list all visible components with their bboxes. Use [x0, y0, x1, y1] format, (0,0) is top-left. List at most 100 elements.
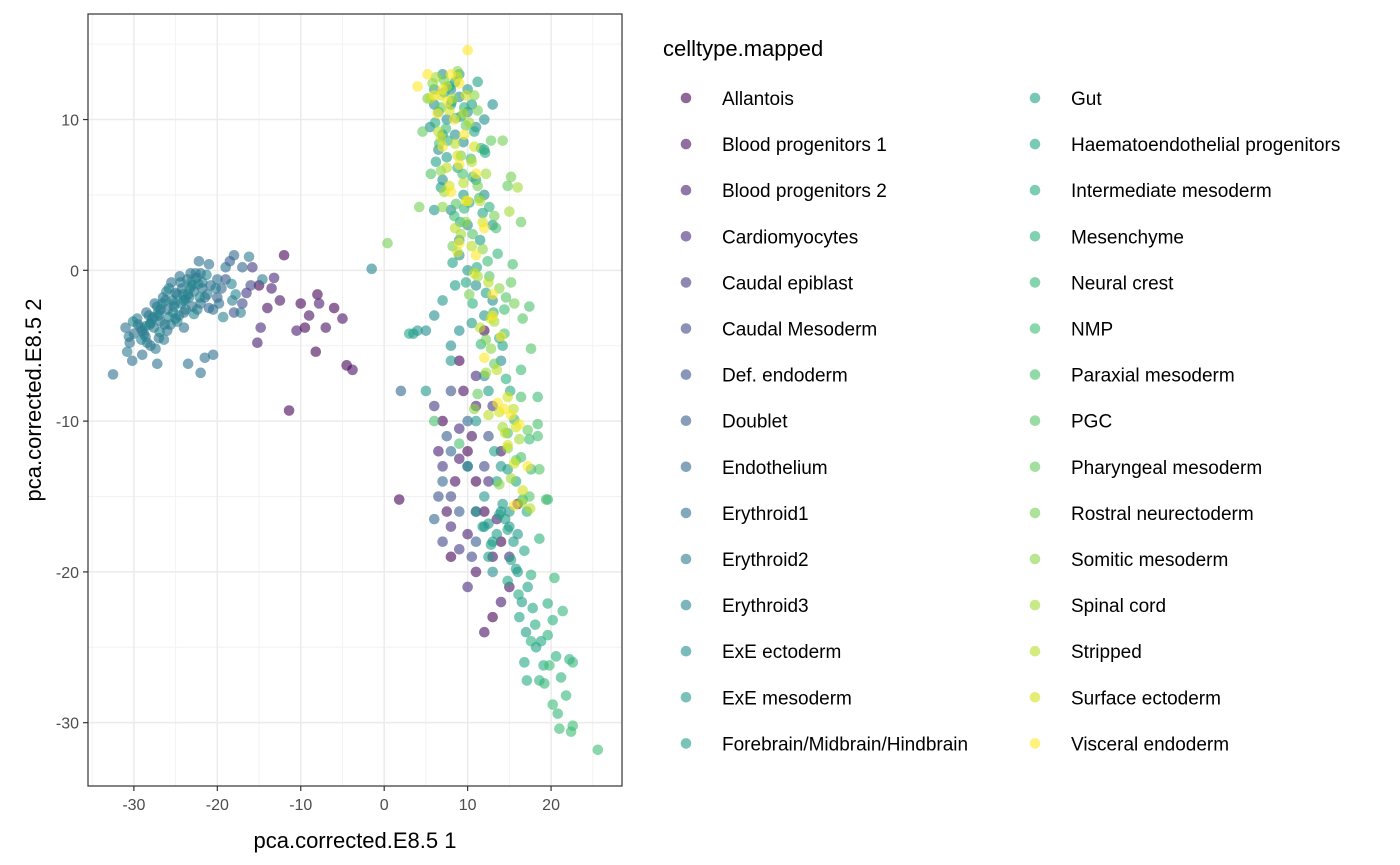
- data-point: [494, 509, 505, 520]
- data-point: [565, 726, 577, 738]
- legend-key: [680, 599, 692, 611]
- data-point: [171, 316, 183, 327]
- legend-item: Blood progenitors 2: [680, 181, 887, 202]
- data-point: [437, 415, 448, 427]
- legend-key: [1029, 645, 1041, 657]
- data-point: [554, 723, 565, 735]
- y-tick-label: -10: [56, 414, 79, 431]
- data-point: [213, 298, 225, 309]
- data-point: [521, 675, 533, 686]
- data-point: [452, 246, 463, 258]
- data-point: [235, 307, 246, 318]
- data-point: [487, 99, 498, 110]
- data-point: [485, 539, 497, 551]
- data-point: [274, 295, 286, 306]
- legend-label: Neural crest: [1071, 273, 1174, 294]
- data-point: [544, 660, 555, 671]
- data-point: [505, 171, 517, 183]
- data-point: [247, 262, 258, 273]
- data-point: [203, 258, 215, 270]
- data-point: [472, 105, 483, 116]
- x-tick-label: 0: [380, 797, 389, 814]
- data-point: [453, 237, 465, 249]
- legend-label: Cardiomyocytes: [722, 227, 858, 248]
- data-point: [445, 355, 457, 367]
- data-point: [201, 269, 212, 281]
- data-point: [161, 286, 172, 297]
- legend-item: Stripped: [1029, 642, 1142, 663]
- data-point: [539, 678, 550, 689]
- legend-key: [1029, 599, 1041, 611]
- legend-key: [680, 184, 692, 196]
- legend-title: celltype.mapped: [663, 36, 823, 61]
- data-point: [452, 150, 463, 162]
- data-point: [460, 216, 472, 228]
- legend-label: ExE ectoderm: [722, 642, 841, 663]
- data-point: [428, 204, 440, 216]
- legend-item: Spinal cord: [1029, 596, 1166, 617]
- data-point: [437, 461, 448, 472]
- data-point: [136, 349, 148, 361]
- legend-label: Intermediate mesoderm: [1071, 181, 1272, 202]
- data-point: [527, 602, 539, 614]
- data-point: [567, 657, 579, 668]
- data-point: [499, 403, 510, 415]
- data-point: [268, 272, 280, 284]
- legend-key: [1029, 369, 1041, 380]
- data-point: [237, 298, 248, 309]
- legend-label: Spinal cord: [1071, 596, 1166, 617]
- data-point: [237, 262, 248, 273]
- x-tick-label: -20: [206, 797, 229, 814]
- legend-item: Gut: [1029, 89, 1102, 110]
- data-point: [550, 651, 562, 662]
- data-point: [495, 596, 507, 608]
- data-point: [474, 195, 486, 207]
- data-point: [151, 358, 163, 370]
- plot-background: [88, 14, 622, 786]
- data-point: [163, 311, 175, 323]
- data-point: [450, 198, 462, 210]
- data-point: [467, 298, 478, 309]
- data-point: [490, 222, 502, 234]
- data-point: [437, 536, 448, 548]
- data-point: [437, 201, 448, 213]
- legend-key: [1029, 92, 1041, 104]
- data-point: [483, 277, 494, 288]
- legend-key: [1029, 507, 1041, 519]
- y-tick-label: -30: [56, 716, 79, 733]
- legend-label: Gut: [1071, 89, 1102, 110]
- data-point: [534, 464, 545, 475]
- data-point: [428, 513, 440, 525]
- data-point: [448, 114, 460, 125]
- data-point: [487, 611, 498, 623]
- data-point: [469, 90, 480, 101]
- legend-label: Caudal Mesoderm: [722, 320, 877, 341]
- legend-item: Pharyngeal mesoderm: [1029, 458, 1262, 479]
- data-point: [445, 491, 457, 502]
- data-point: [502, 439, 513, 451]
- data-point: [136, 334, 147, 345]
- data-point: [519, 545, 530, 557]
- data-point: [505, 473, 517, 484]
- data-point: [470, 168, 482, 180]
- legend-item: Somitic mesoderm: [1029, 550, 1228, 571]
- data-point: [467, 228, 478, 240]
- data-point: [462, 44, 473, 56]
- data-point: [445, 445, 457, 457]
- legend-key: [680, 323, 692, 334]
- data-point: [502, 180, 513, 192]
- data-point: [480, 168, 492, 180]
- data-point: [485, 135, 497, 146]
- data-point: [453, 78, 465, 89]
- data-point: [441, 506, 453, 517]
- data-point: [458, 177, 469, 189]
- data-point: [470, 249, 482, 261]
- data-point: [228, 249, 240, 261]
- legend-key: [1029, 184, 1041, 196]
- data-point: [474, 322, 486, 333]
- legend-key: [1029, 738, 1041, 749]
- data-point: [437, 141, 448, 152]
- legend-label: Somitic mesoderm: [1071, 550, 1228, 571]
- data-point: [520, 626, 532, 638]
- legend-item: Surface ectoderm: [1029, 688, 1221, 709]
